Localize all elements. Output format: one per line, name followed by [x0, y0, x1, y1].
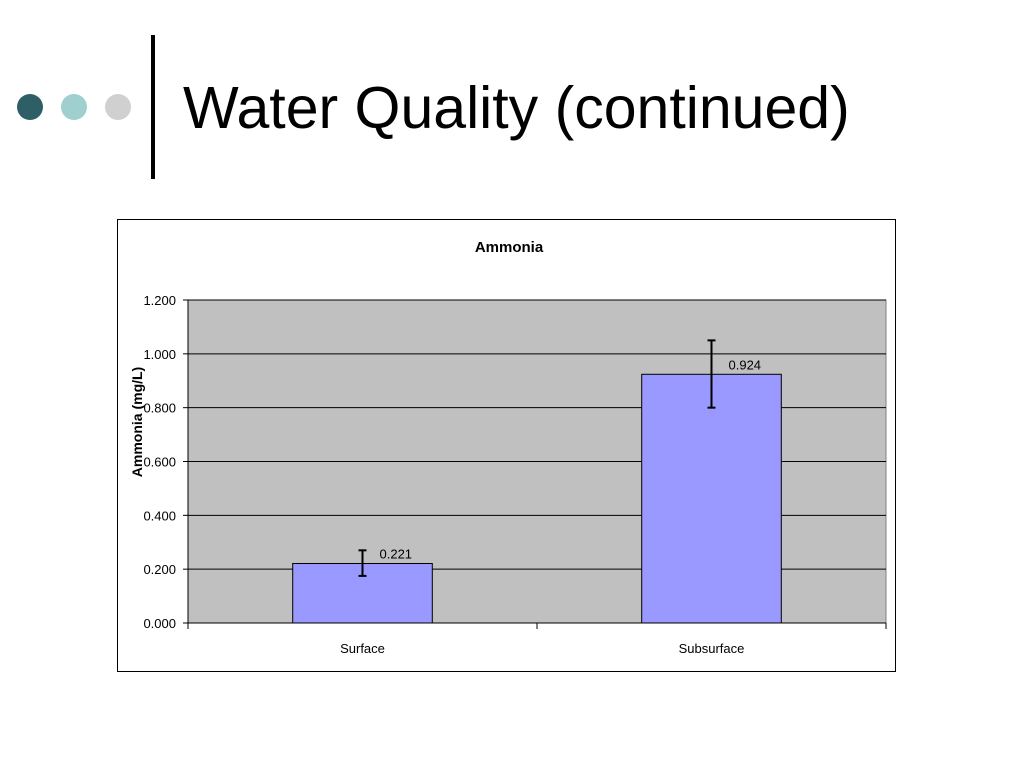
y-tick-label: 0.800 — [143, 401, 176, 416]
accent-dot-gray — [105, 94, 131, 120]
y-tick-label: 0.000 — [143, 616, 176, 631]
plot-area: 0.000 0.200 0.400 0.600 0.800 1.000 1.200 0.221… — [143, 293, 887, 656]
x-tick-label-subsurface: Subsurface — [679, 641, 745, 656]
y-tick-label: 0.400 — [143, 508, 176, 523]
data-label-subsurface: 0.924 — [729, 357, 762, 372]
y-tick-label: 0.200 — [143, 562, 176, 577]
ammonia-bar-chart: Ammonia Ammonia (mg/L) 0.0000.2000.4000.… — [129, 239, 887, 656]
chart-frame: Ammonia Ammonia (mg/L) 0.000 0.200 0.400 0.… — [117, 219, 896, 672]
y-tick-label: 1.200 — [143, 293, 176, 308]
bar-subsurface — [641, 373, 782, 624]
y-tick-label: 0.600 — [143, 455, 176, 470]
title-divider — [151, 35, 155, 179]
chart-title: Ammonia — [475, 239, 544, 256]
slide-title: Water Quality (continued) — [183, 75, 850, 141]
accent-dot-dark-teal — [17, 94, 43, 120]
data-label-surface: 0.221 — [380, 547, 413, 562]
x-tick-label-surface: Surface — [340, 641, 385, 656]
accent-dot-light-teal — [61, 94, 87, 120]
y-tick-label: 1.000 — [143, 347, 176, 362]
y-axis-label: Ammonia (mg/L) — [129, 367, 145, 477]
